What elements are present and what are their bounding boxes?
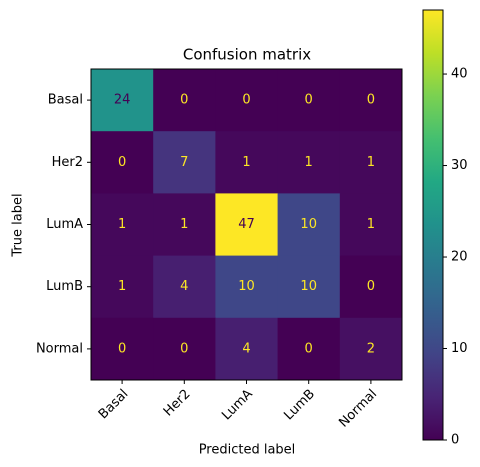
cell-label: 1 bbox=[367, 155, 375, 170]
cell-label: 2 bbox=[367, 341, 375, 356]
heatmap-cell bbox=[339, 69, 403, 132]
cell-label: 1 bbox=[118, 217, 126, 232]
cell-label: 1 bbox=[180, 217, 188, 232]
heatmap-cell bbox=[339, 131, 403, 194]
cell-label: 0 bbox=[305, 341, 313, 356]
cell-label: 7 bbox=[180, 155, 188, 170]
cell-label: 1 bbox=[367, 217, 375, 232]
cell-label: 0 bbox=[118, 155, 126, 170]
cell-label: 4 bbox=[242, 341, 250, 356]
cell-label: 1 bbox=[118, 279, 126, 294]
colorbar-tick-label: 10 bbox=[451, 341, 468, 356]
heatmap-cell bbox=[91, 131, 154, 194]
heatmap-cell bbox=[277, 69, 341, 132]
cell-label: 0 bbox=[367, 93, 375, 108]
cell-label: 0 bbox=[180, 93, 188, 108]
heatmap-cell bbox=[277, 131, 341, 194]
chart-title: Confusion matrix bbox=[183, 46, 311, 64]
cell-label: 1 bbox=[305, 155, 313, 170]
cell-label: 24 bbox=[114, 93, 131, 108]
heatmap-cell bbox=[153, 255, 216, 319]
heatmap-cell bbox=[91, 255, 154, 319]
y-tick-label: LumA bbox=[46, 217, 83, 232]
heatmap-cell bbox=[153, 193, 216, 257]
heatmap-cell bbox=[91, 69, 154, 132]
cell-label: 0 bbox=[180, 341, 188, 356]
heatmap-cell bbox=[91, 317, 154, 381]
cell-label: 0 bbox=[118, 341, 126, 356]
y-tick-label: Basal bbox=[48, 93, 83, 108]
heatmap-cell bbox=[215, 255, 279, 319]
heatmap-cell bbox=[339, 193, 403, 257]
y-tick-label: LumB bbox=[46, 279, 83, 294]
cell-label: 0 bbox=[305, 93, 313, 108]
cell-label: 10 bbox=[300, 217, 317, 232]
cell-label: 4 bbox=[180, 279, 188, 294]
colorbar-tick-label: 30 bbox=[451, 158, 468, 173]
heatmap-cell bbox=[215, 69, 279, 132]
heatmap-cell bbox=[277, 193, 341, 257]
colorbar-tick-label: 40 bbox=[451, 67, 468, 82]
cell-label: 0 bbox=[242, 93, 250, 108]
heatmap-cell bbox=[277, 317, 341, 381]
colorbar-tick-label: 20 bbox=[451, 250, 468, 265]
x-tick-label: Basal bbox=[96, 387, 132, 423]
cell-label: 47 bbox=[238, 217, 255, 232]
cell-label: 0 bbox=[367, 279, 375, 294]
y-tick-label: Normal bbox=[36, 341, 83, 356]
cell-label: 1 bbox=[242, 155, 250, 170]
heatmap-cell bbox=[215, 193, 279, 257]
y-tick-label: Her2 bbox=[52, 155, 83, 170]
x-tick-label: LumB bbox=[281, 387, 318, 424]
x-tick-label: Normal bbox=[336, 387, 380, 431]
heatmap-cell bbox=[277, 255, 341, 319]
cell-label: 10 bbox=[238, 279, 255, 294]
heatmap-cell bbox=[339, 255, 403, 319]
heatmap-cell bbox=[91, 193, 154, 257]
cell-label: 10 bbox=[300, 279, 317, 294]
heatmap-cell bbox=[153, 69, 216, 132]
heatmap-cell bbox=[153, 131, 216, 194]
y-axis-label: True label bbox=[11, 193, 26, 257]
x-tick-label: Her2 bbox=[161, 387, 194, 420]
heatmap-cell bbox=[215, 317, 279, 381]
heatmap-cell bbox=[339, 317, 403, 381]
x-axis-label: Predicted label bbox=[199, 443, 296, 458]
heatmap-cell bbox=[215, 131, 279, 194]
colorbar-tick-label: 0 bbox=[451, 433, 459, 448]
colorbar bbox=[422, 9, 444, 441]
x-tick-label: LumA bbox=[219, 387, 256, 424]
heatmap-cell bbox=[153, 317, 216, 381]
